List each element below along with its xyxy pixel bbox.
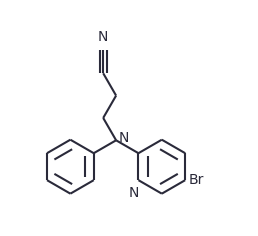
- Text: Br: Br: [189, 173, 204, 187]
- Text: N: N: [98, 30, 108, 44]
- Text: N: N: [119, 131, 129, 145]
- Text: N: N: [129, 186, 139, 200]
